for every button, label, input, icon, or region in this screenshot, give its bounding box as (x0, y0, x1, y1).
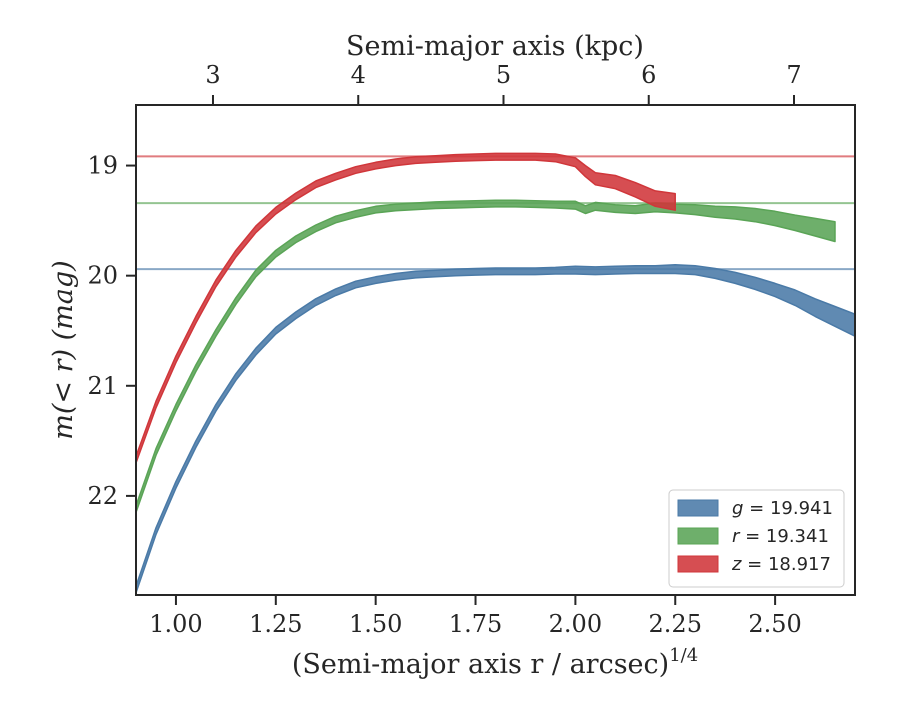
x-tick-label: 1.00 (149, 610, 202, 638)
y-tick-label: 20 (87, 262, 118, 290)
legend-swatch (677, 555, 719, 573)
y-axis-label: m(< r) (mag) (48, 260, 79, 439)
legend: g = 19.941 r = 19.341 z = 18.917 (668, 489, 845, 588)
top-x-tick-label: 6 (641, 61, 656, 89)
legend-swatch (677, 499, 719, 517)
plot-frame (135, 104, 856, 596)
top-x-axis: 3 4 5 6 7 (205, 61, 802, 105)
top-x-tick-label: 4 (351, 61, 366, 89)
y-tick-label: 19 (87, 152, 118, 180)
legend-label: g = 19.941 (732, 498, 833, 519)
series-band-2 (136, 152, 676, 464)
top-x-tick-label: 3 (205, 61, 220, 89)
legend-swatch (677, 527, 719, 545)
x-tick-label: 1.50 (349, 610, 402, 638)
top-x-tick-label: 7 (786, 61, 801, 89)
top-x-axis-label: Semi-major axis (kpc) (346, 31, 644, 62)
legend-label: r = 19.341 (732, 526, 829, 547)
y-axis: 19 20 21 22 (87, 152, 136, 510)
legend-label: z = 18.917 (731, 554, 831, 575)
x-tick-label: 2.50 (748, 610, 801, 638)
x-tick-label: 2.00 (549, 610, 602, 638)
y-tick-label: 21 (87, 372, 118, 400)
x-tick-label: 1.25 (249, 610, 302, 638)
series-band-0 (136, 263, 855, 594)
top-x-tick-label: 5 (496, 61, 511, 89)
x-axis-label-exponent: 1/4 (669, 645, 698, 666)
y-tick-label: 22 (87, 482, 118, 510)
x-axis-label: (Semi-major axis r / arcsec)1/4 (292, 645, 698, 680)
x-tick-label: 1.75 (449, 610, 502, 638)
x-tick-label: 2.25 (649, 610, 702, 638)
series-layer (136, 152, 855, 594)
series-band-1 (136, 199, 836, 514)
bottom-x-axis: 1.00 1.25 1.50 1.75 2.00 2.25 2.50 (149, 595, 802, 638)
x-axis-label-text: (Semi-major axis r / arcsec) (292, 649, 669, 680)
